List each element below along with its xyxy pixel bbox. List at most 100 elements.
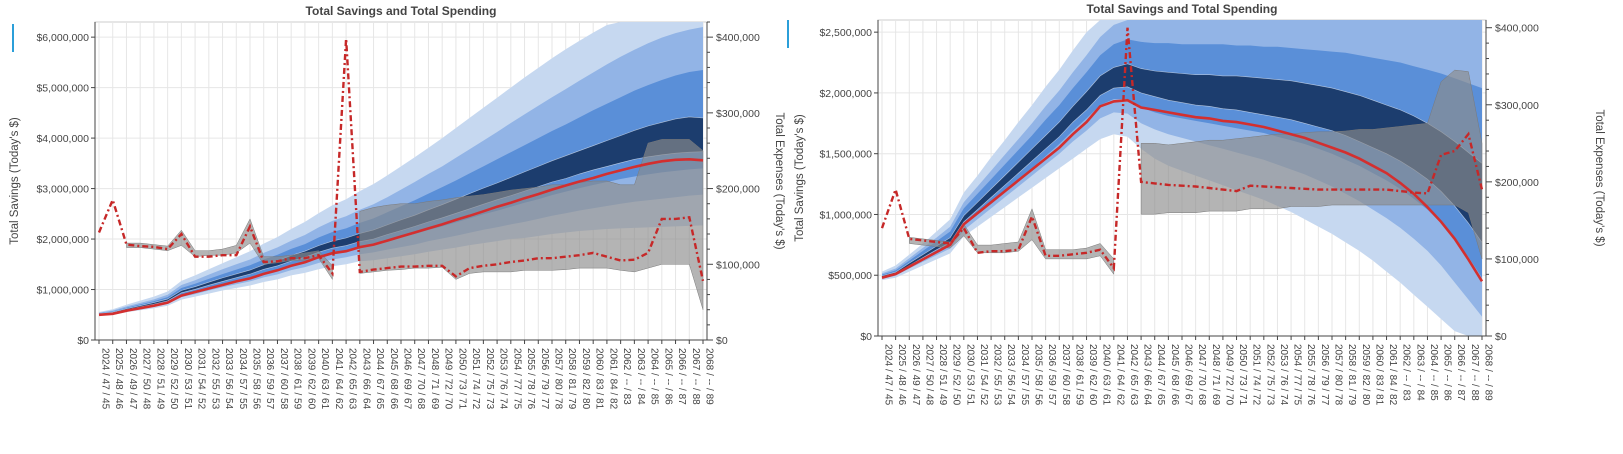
x-tick-label: 2045 / 68 / 66 — [1169, 344, 1180, 406]
x-tick-label: 2025 / 48 / 46 — [896, 344, 907, 406]
x-tick-label: 2067 / -- / 88 — [1469, 344, 1480, 401]
x-tick-label: 2063 / -- / 84 — [635, 348, 646, 405]
x-tick-label: 2059 / 82 / 80 — [1360, 344, 1371, 406]
savings-band-4 — [99, 116, 703, 315]
x-tick-label: 2024 / 47 / 45 — [100, 348, 111, 410]
x-tick-label: 2063 / -- / 84 — [1414, 344, 1425, 401]
y-axis-label-left: Total Savings (Today's $) — [9, 117, 21, 245]
x-tick-label: 2033 / 56 / 54 — [1005, 344, 1016, 406]
y-tick-label-left: $2,000,000 — [36, 234, 89, 246]
median-savings-line — [98, 157, 704, 317]
x-tick-label: 2047 / 70 / 68 — [415, 348, 426, 410]
y-tick-label-right: $0 — [716, 335, 728, 347]
y-tick-label-left: $0 — [77, 335, 89, 347]
x-tick-label: 2042 / 65 / 63 — [347, 348, 358, 410]
x-tick-label: 2032 / 55 / 53 — [209, 348, 220, 410]
y-tick-label-left: $0 — [860, 331, 872, 343]
mid-edge-marker — [787, 20, 789, 48]
x-tick-label: 2062 / -- / 83 — [621, 348, 632, 405]
x-tick-label: 2051 / 74 / 72 — [470, 348, 481, 410]
x-tick-label: 2035 / 58 / 56 — [1033, 344, 1044, 406]
x-tick-label: 2046 / 69 / 67 — [1183, 344, 1194, 406]
x-tick-label: 2066 / -- / 87 — [1455, 344, 1466, 401]
x-tick-label: 2066 / -- / 87 — [676, 348, 687, 405]
x-tick-label: 2060 / 83 / 81 — [594, 348, 605, 410]
median-spending-line — [880, 27, 1484, 272]
x-tick-label: 2064 / -- / 85 — [649, 348, 660, 405]
savings-spending-chart-1: $0 $1,000,000 $2,000,000 $3,000,000 $4,000,0… — [9, 4, 785, 410]
x-tick-label: 2044 / 67 / 65 — [1155, 344, 1166, 406]
x-tick-label: 2058 / 81 / 79 — [566, 348, 577, 410]
x-tick-label: 2040 / 63 / 61 — [1101, 344, 1112, 406]
x-tick-label: 2036 / 59 / 57 — [1046, 344, 1057, 406]
x-tick-label: 2035 / 58 / 56 — [251, 348, 262, 410]
x-tick-label: 2025 / 48 / 46 — [113, 348, 124, 410]
x-tick-label: 2054 / 77 / 75 — [1292, 344, 1303, 406]
y-tick-label-right: $0 — [1495, 331, 1507, 343]
x-tick-label: 2045 / 68 / 66 — [388, 348, 399, 410]
x-tick-label: 2050 / 73 / 71 — [456, 348, 467, 410]
x-tick-label: 2061 / 84 / 82 — [1387, 344, 1398, 406]
y-tick-label-right: $300,000 — [716, 108, 760, 120]
x-tick-label: 2026 / 49 / 47 — [127, 348, 138, 410]
x-tick-label: 2046 / 69 / 67 — [402, 348, 413, 410]
y-tick-label-left: $2,500,000 — [819, 27, 872, 39]
y-tick-label-right: $200,000 — [716, 184, 760, 196]
x-tick-label: 2049 / 72 / 70 — [443, 348, 454, 410]
y-tick-label-left: $3,000,000 — [36, 184, 89, 196]
x-tick-label: 2048 / 71 / 69 — [1210, 344, 1221, 406]
y-tick-label-right: $100,000 — [1495, 254, 1539, 266]
x-tick-label: 2041 / 64 / 62 — [333, 348, 344, 410]
x-tick-label: 2062 / -- / 83 — [1401, 344, 1412, 401]
x-tick-label: 2058 / 81 / 79 — [1346, 344, 1357, 406]
x-tick-label: 2052 / 75 / 73 — [484, 348, 495, 410]
savings-percentile-line — [881, 63, 1483, 277]
x-tick-label: 2043 / 66 / 64 — [360, 348, 371, 410]
x-tick-label: 2032 / 55 / 53 — [992, 344, 1003, 406]
x-tick-label: 2034 / 57 / 55 — [237, 348, 248, 410]
savings-band-1 — [99, 22, 703, 316]
x-tick-label: 2068 / -- / 89 — [704, 348, 715, 405]
spending-band — [126, 218, 333, 281]
spending-band — [909, 208, 1115, 276]
savings-spending-chart-2: $0 $500,000 $1,000,000 $1,500,000 $2,000,000… — [794, 2, 1605, 406]
savings-band-3 — [99, 70, 703, 315]
x-tick-label: 2067 / -- / 88 — [690, 348, 701, 405]
x-tick-label: 2050 / 73 / 71 — [1237, 344, 1248, 406]
x-tick-label: 2029 / 52 / 50 — [168, 348, 179, 410]
y-tick-label-left: $1,500,000 — [819, 149, 872, 161]
x-tick-label: 2047 / 70 / 68 — [1196, 344, 1207, 406]
x-tick-label: 2029 / 52 / 50 — [951, 344, 962, 406]
x-tick-label: 2052 / 75 / 73 — [1264, 344, 1275, 406]
x-tick-label: 2037 / 60 / 58 — [1060, 344, 1071, 406]
y-tick-label-left: $1,000,000 — [819, 209, 872, 221]
x-tick-label: 2042 / 65 / 63 — [1128, 344, 1139, 406]
spending-band — [1140, 69, 1483, 259]
x-tick-label: 2043 / 66 / 64 — [1142, 344, 1153, 406]
x-tick-label: 2034 / 57 / 55 — [1019, 344, 1030, 406]
x-tick-label: 2053 / 76 / 74 — [1278, 344, 1289, 406]
x-tick-label: 2057 / 80 / 78 — [553, 348, 564, 410]
y-tick-label-left: $4,000,000 — [36, 133, 89, 145]
x-tick-label: 2065 / -- / 86 — [662, 348, 673, 405]
chart-panel-2: $0 $500,000 $1,000,000 $1,500,000 $2,000,000… — [790, 0, 1623, 449]
chart-panel-1: $0 $1,000,000 $2,000,000 $3,000,000 $4,000,0… — [0, 0, 800, 449]
x-tick-label: 2031 / 54 / 52 — [978, 344, 989, 406]
x-tick-label: 2044 / 67 / 65 — [374, 348, 385, 410]
x-tick-label: 2065 / -- / 86 — [1442, 344, 1453, 401]
x-tick-label: 2060 / 83 / 81 — [1373, 344, 1384, 406]
x-tick-label: 2068 / -- / 89 — [1483, 344, 1494, 401]
x-tick-label: 2039 / 62 / 60 — [305, 348, 316, 410]
savings-band-4 — [882, 63, 1482, 278]
x-tick-label: 2056 / 79 / 77 — [1319, 344, 1330, 406]
y-tick-label-right: $100,000 — [716, 259, 760, 271]
x-tick-label: 2026 / 49 / 47 — [910, 344, 921, 406]
x-tick-label: 2039 / 62 / 60 — [1087, 344, 1098, 406]
x-tick-label: 2056 / 79 / 77 — [539, 348, 550, 410]
median-savings-line — [881, 98, 1484, 282]
y-axis-label-right: Total Expenses (Today's $) — [773, 112, 785, 249]
y-tick-label-left: $6,000,000 — [36, 32, 89, 44]
x-tick-label: 2028 / 51 / 49 — [154, 348, 165, 410]
y-tick-label-left: $500,000 — [828, 270, 872, 282]
y-tick-label-right: $400,000 — [1495, 23, 1539, 35]
